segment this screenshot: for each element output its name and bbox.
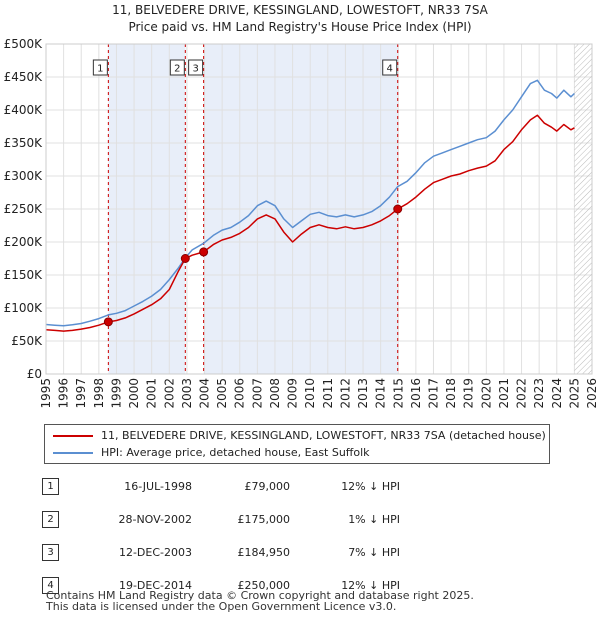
sale-point	[180, 254, 190, 263]
x-tick-label: 2017	[426, 378, 440, 409]
footer-copyright: Contains HM Land Registry data © Crown c…	[46, 589, 474, 602]
sale-label-number: 3	[192, 64, 198, 75]
sale-hpi-diff: 12% ↓ HPI	[341, 579, 400, 592]
footer-licence: This data is licensed under the Open Gov…	[46, 600, 397, 613]
sale-markers-lines	[107, 44, 399, 374]
x-tick-label: 2023	[532, 378, 546, 409]
y-tick-label: £300K	[4, 169, 44, 183]
x-tick-label: 2012	[338, 378, 352, 409]
sale-date: 12-DEC-2003	[118, 546, 192, 559]
x-tick-label: 1999	[109, 378, 123, 409]
sale-date: 16-JUL-1998	[124, 480, 192, 493]
sale-number-badge: 1	[42, 478, 59, 495]
y-tick-label: £100K	[4, 301, 44, 315]
legend-label-property: 11, BELVEDERE DRIVE, KESSINGLAND, LOWEST…	[101, 429, 546, 442]
x-tick-label: 2014	[374, 378, 388, 409]
x-tick-label: 2005	[215, 378, 229, 409]
x-axis-ticks: 1995 1996 1997 1998 1999 2000 2001 2002 2003 2004…	[39, 378, 599, 409]
y-tick-label: £350K	[4, 136, 44, 150]
future-hatch	[574, 44, 592, 374]
x-tick-label: 2024	[550, 378, 564, 409]
x-tick-label: 2002	[162, 378, 176, 409]
table-row: 4 19-DEC-2014 £250,000 12% ↓ HPI	[36, 569, 400, 602]
footer: Contains HM Land Registry data © Crown c…	[46, 590, 474, 612]
x-tick-label: 1997	[74, 378, 88, 409]
x-tick-label: 2026	[585, 378, 599, 409]
sale-label-number: 1	[97, 64, 103, 75]
legend-label-hpi: HPI: Average price, detached house, East…	[101, 446, 370, 459]
x-tick-label: 2018	[444, 378, 458, 409]
x-tick-label: 1996	[57, 378, 71, 409]
chart-subtitle: Price paid vs. HM Land Registry's House …	[128, 20, 471, 34]
sale-label-box	[382, 59, 398, 76]
sale-date: 28-NOV-2002	[118, 513, 192, 526]
legend: 11, BELVEDERE DRIVE, KESSINGLAND, LOWEST…	[44, 424, 550, 464]
x-tick-label: 1995	[39, 378, 53, 409]
legend-swatch-hpi	[53, 452, 93, 454]
x-tick-label: 2004	[198, 378, 212, 409]
sale-label-box	[92, 59, 108, 76]
sales-table: 1 16-JUL-1998 £79,000 12% ↓ HPI 2 28-NOV…	[36, 470, 400, 602]
y-axis-ticks: £0 £50K £100K £150K £200K £250K £300K £350K £400…	[4, 37, 44, 381]
legend-swatch-property	[53, 435, 93, 437]
x-tick-label: 2016	[409, 378, 423, 409]
sale-number-badge: 3	[42, 544, 59, 561]
table-row: 3 12-DEC-2003 £184,950 7% ↓ HPI	[36, 536, 400, 569]
y-tick-label: £200K	[4, 235, 44, 249]
x-tick-label: 2003	[180, 378, 194, 409]
sale-label-number: 2	[174, 64, 180, 75]
sale-price: £250,000	[237, 579, 291, 592]
sale-point	[103, 317, 113, 327]
x-tick-label: 2008	[268, 378, 282, 409]
x-tick-label: 2015	[391, 378, 405, 409]
x-tick-label: 2021	[497, 378, 511, 409]
sale-hpi-diff: 12% ↓ HPI	[341, 480, 400, 493]
sale-label-box	[169, 59, 185, 76]
chart-title: 11, BELVEDERE DRIVE, KESSINGLAND, LOWEST…	[112, 3, 489, 17]
sale-number-badge: 2	[42, 511, 59, 528]
table-row: 1 16-JUL-1998 £79,000 12% ↓ HPI	[36, 470, 400, 503]
plot-frame	[45, 43, 593, 375]
hpi-series-line	[46, 79, 575, 327]
sale-point	[393, 204, 403, 214]
x-tick-label: 2025	[567, 378, 581, 409]
table-row: 2 28-NOV-2002 £175,000 1% ↓ HPI	[36, 503, 400, 536]
y-tick-label: £0	[27, 367, 42, 381]
x-tick-label: 2000	[127, 378, 141, 409]
y-tick-label: £500K	[4, 37, 44, 51]
x-tick-label: 2006	[233, 378, 247, 409]
sale-price: £79,000	[244, 480, 291, 493]
gridlines	[45, 43, 593, 375]
sale-point	[199, 247, 209, 257]
y-tick-label: £150K	[4, 268, 44, 282]
sale-label-number: 4	[387, 64, 393, 75]
series-lines	[46, 79, 575, 332]
x-tick-label: 2007	[250, 378, 264, 409]
x-tick-label: 2022	[515, 378, 529, 409]
x-tick-label: 2001	[145, 378, 159, 409]
x-tick-label: 2009	[286, 378, 300, 409]
x-tick-label: 2020	[479, 378, 493, 409]
y-tick-label: £50K	[11, 334, 43, 348]
sale-hpi-diff: 1% ↓ HPI	[348, 513, 400, 526]
x-tick-label: 2010	[303, 378, 317, 409]
y-tick-label: £450K	[4, 70, 44, 84]
x-tick-label: 2019	[462, 378, 476, 409]
sale-number-badge: 4	[42, 577, 59, 594]
price-chart: 11, BELVEDERE DRIVE, KESSINGLAND, LOWEST…	[4, 3, 599, 409]
sale-labels: 1 2 3 4	[92, 59, 398, 76]
sale-points	[103, 204, 403, 327]
future-hatch-area	[574, 44, 592, 374]
y-tick-label: £250K	[4, 202, 44, 216]
x-tick-label: 1998	[92, 378, 106, 409]
sale-hpi-diff: 7% ↓ HPI	[348, 546, 400, 559]
property-series-line	[46, 114, 575, 332]
x-tick-label: 2013	[356, 378, 370, 409]
sale-price: £184,950	[237, 546, 291, 559]
x-tick-label: 2011	[321, 378, 335, 409]
y-tick-label: £400K	[4, 103, 44, 117]
sale-label-box	[188, 59, 204, 76]
sale-price: £175,000	[237, 513, 291, 526]
sale-date: 19-DEC-2014	[118, 579, 192, 592]
